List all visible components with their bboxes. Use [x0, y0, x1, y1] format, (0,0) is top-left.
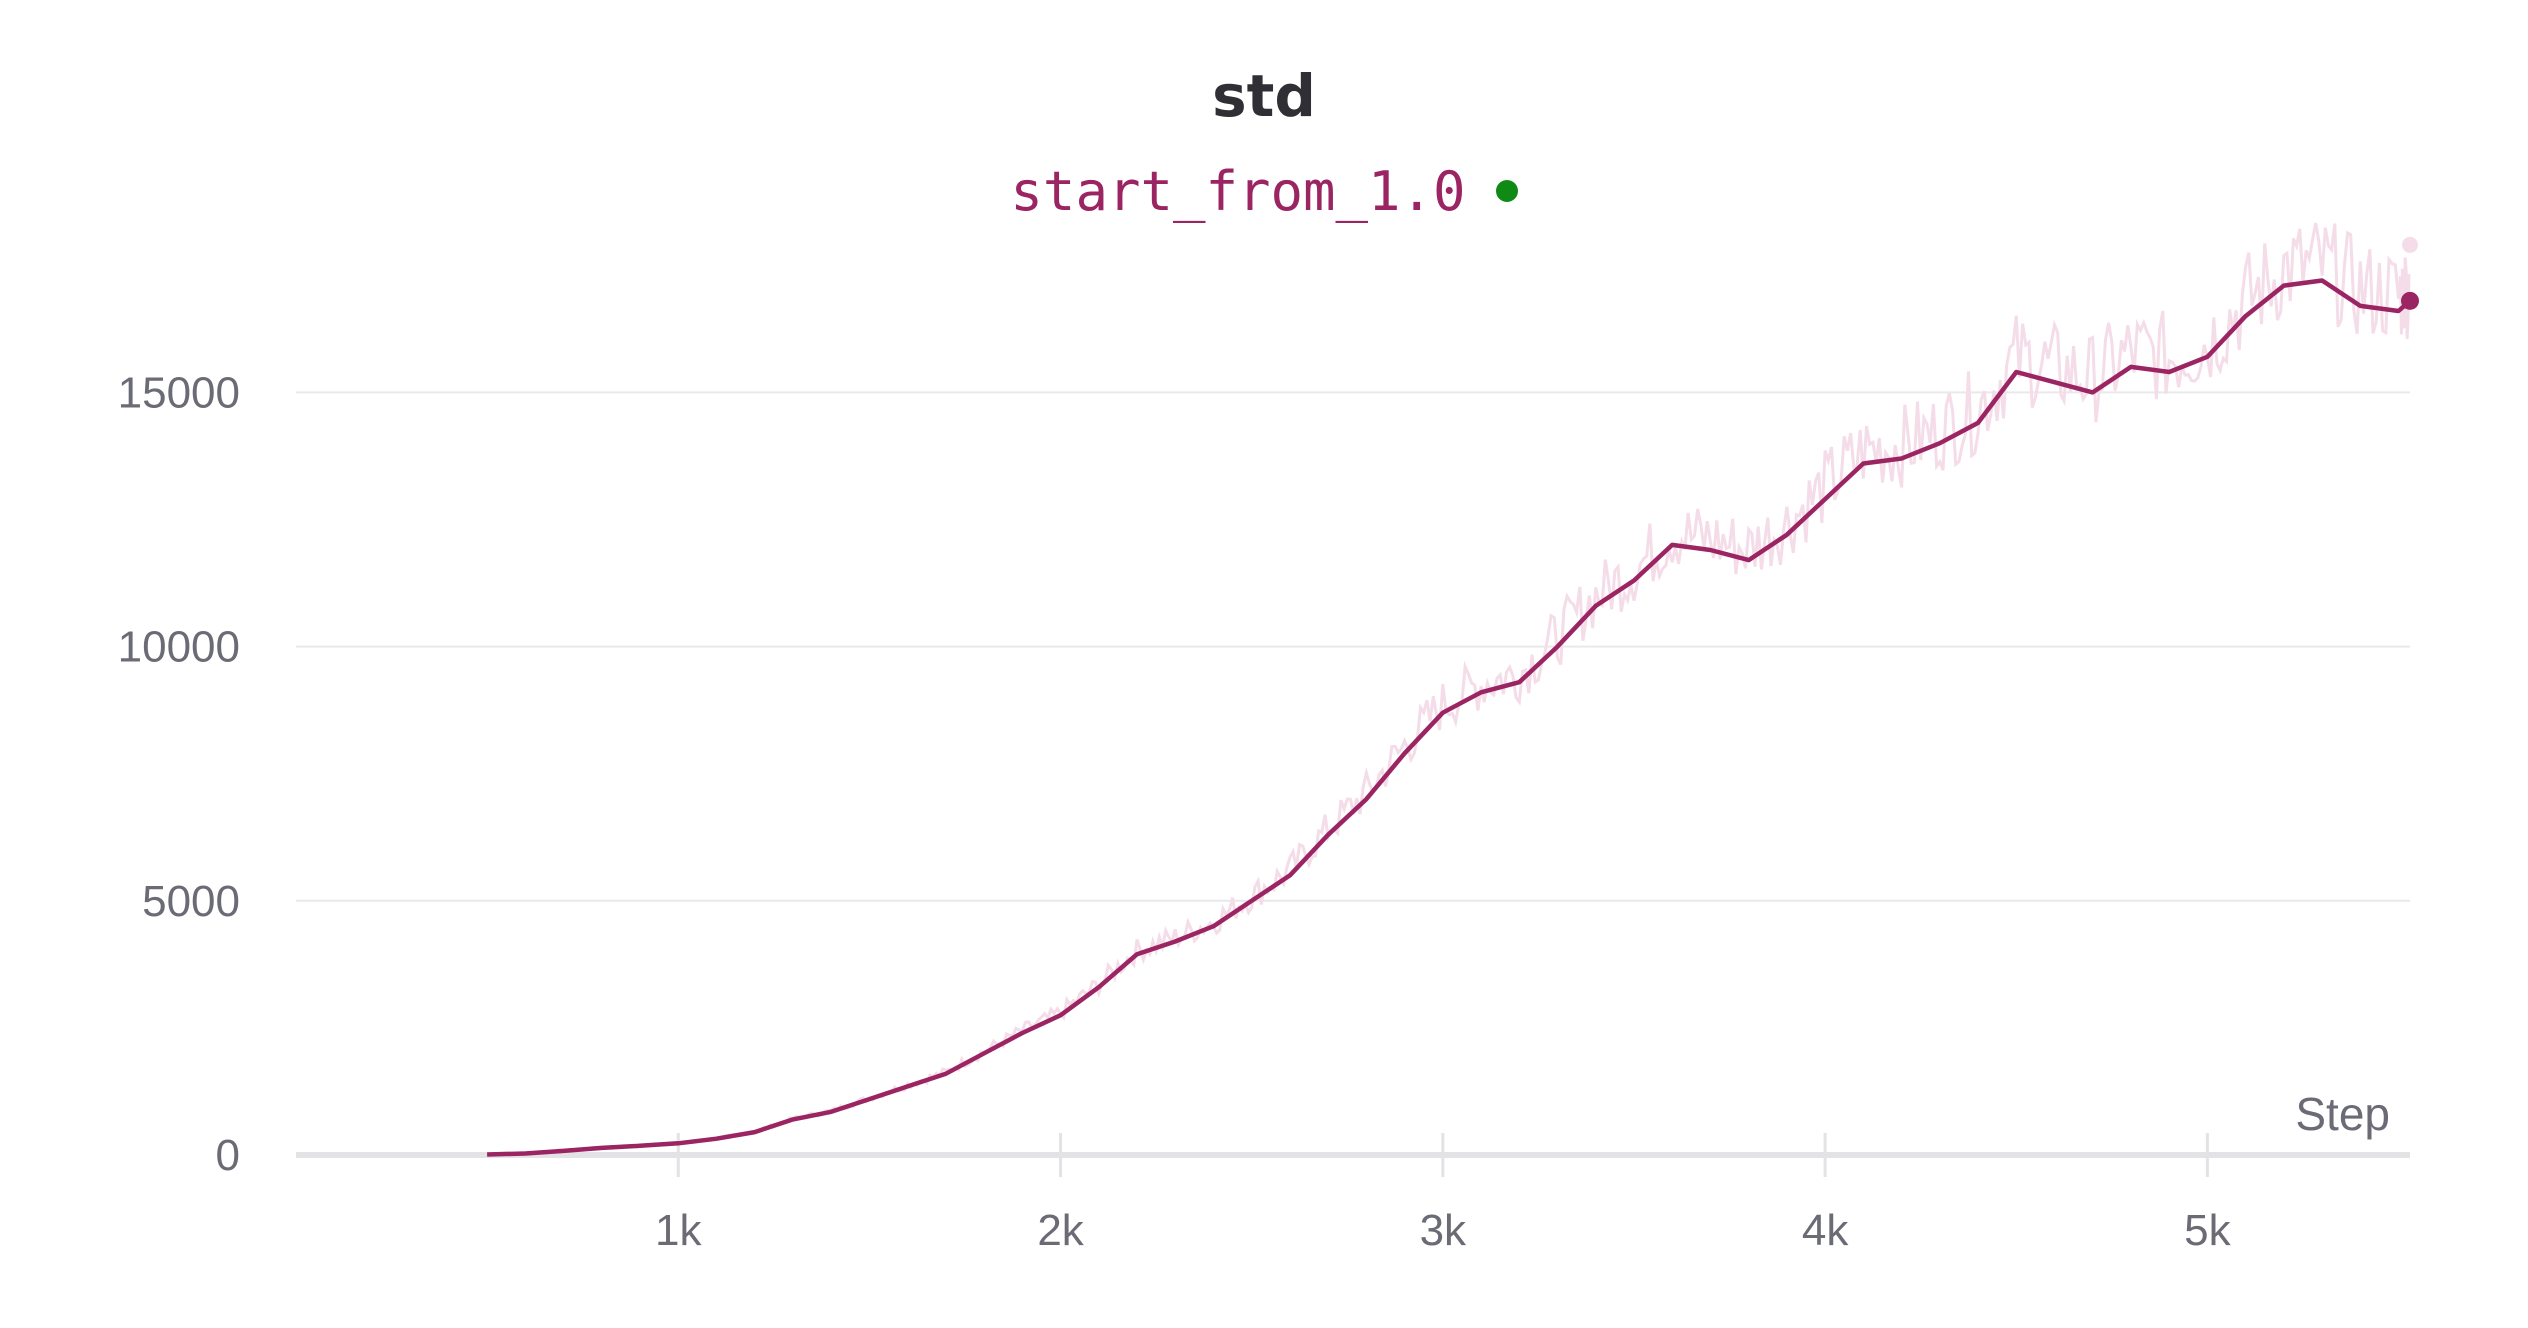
- series-line: [487, 278, 2412, 1157]
- y-tick-label: 5000: [142, 877, 240, 926]
- raw-series-line: [487, 222, 2411, 1157]
- x-tick-label: 5k: [2184, 1206, 2231, 1255]
- series-layer: [487, 222, 2419, 1157]
- y-tick-label: 0: [216, 1131, 240, 1180]
- raw-end-marker: [2402, 236, 2418, 253]
- legend: start_from_1.0: [0, 160, 2528, 223]
- axes: [296, 1133, 2410, 1177]
- tick-labels: 0 5000 10000 15000 1k 2k 3k 4k 5k Step: [118, 368, 2390, 1255]
- x-tick-label: 4k: [1802, 1206, 1849, 1255]
- legend-entry-label: start_from_1.0: [1010, 160, 1466, 223]
- grid-lines: [296, 391, 2410, 902]
- x-axis-label: Step: [2295, 1088, 2390, 1140]
- run-status-dot-icon: [1495, 180, 1518, 203]
- series-end-marker: [2401, 291, 2419, 310]
- x-tick-label: 3k: [1420, 1206, 1467, 1255]
- chart-title: std: [1212, 62, 1316, 130]
- x-tick-label: 2k: [1037, 1206, 1084, 1255]
- y-tick-label: 15000: [118, 368, 240, 417]
- y-tick-label: 10000: [118, 623, 240, 672]
- x-tick-label: 1k: [655, 1206, 702, 1255]
